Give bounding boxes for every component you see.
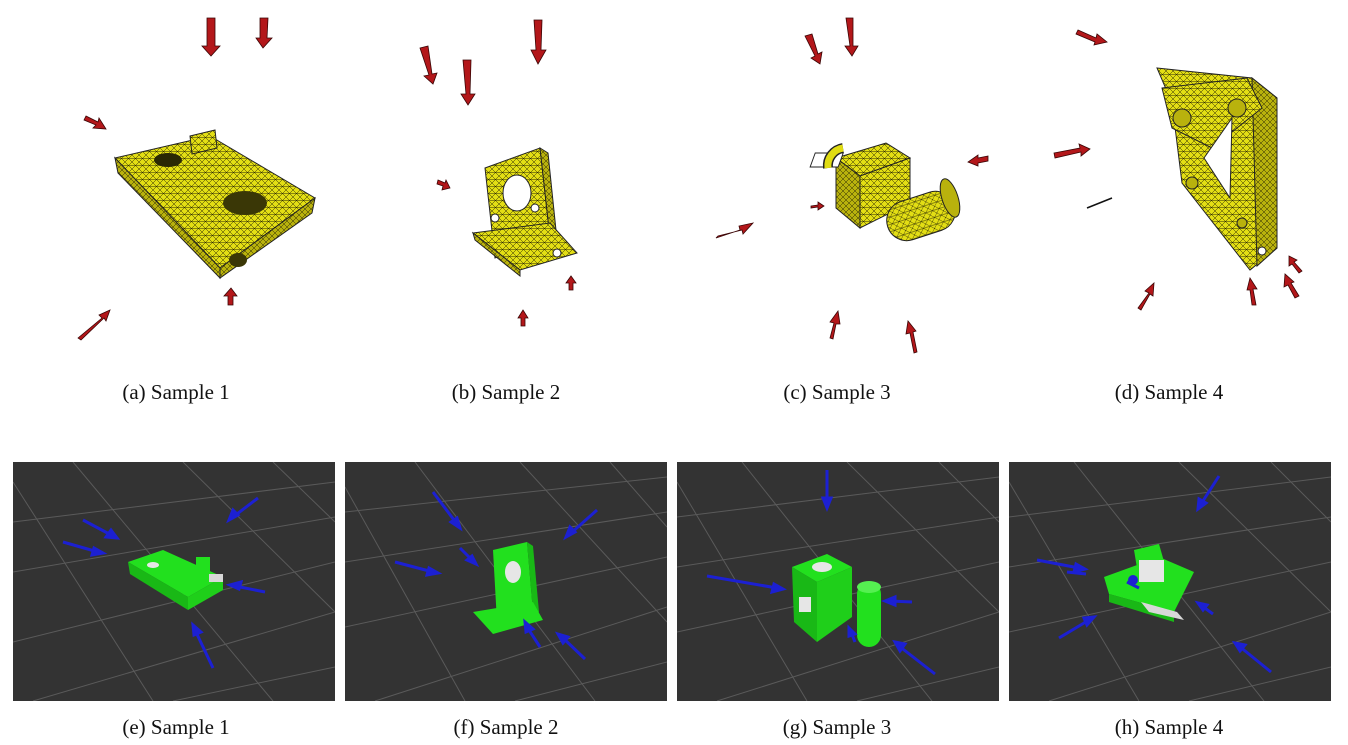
arrow bbox=[1075, 29, 1108, 46]
subfigure-label: (d) bbox=[1114, 380, 1140, 404]
part-model bbox=[792, 554, 881, 647]
arrow bbox=[77, 309, 111, 341]
panel-h-sim bbox=[1009, 462, 1331, 701]
force-arrows bbox=[715, 17, 989, 354]
mesh-part bbox=[114, 129, 316, 280]
panel-g-sim bbox=[677, 462, 999, 701]
arrow bbox=[419, 45, 438, 85]
mesh-part bbox=[471, 147, 578, 278]
mesh-part bbox=[1086, 67, 1278, 271]
panel-c-mesh bbox=[678, 8, 1000, 363]
subfigure-caption: Sample 2 bbox=[479, 715, 559, 739]
force-arrows bbox=[419, 19, 577, 327]
part-model bbox=[128, 550, 223, 610]
arrow bbox=[1246, 276, 1258, 306]
force-arrows bbox=[394, 491, 598, 661]
force-arrows bbox=[62, 496, 266, 669]
arrow bbox=[1137, 282, 1155, 311]
panel-a-mesh bbox=[20, 8, 342, 363]
arrow bbox=[530, 19, 547, 65]
panel-e-sim bbox=[13, 462, 335, 701]
arrow bbox=[1288, 255, 1303, 274]
caption-h: (h) Sample 4 bbox=[1008, 715, 1330, 740]
caption-b: (b) Sample 2 bbox=[345, 380, 667, 405]
panel-b-mesh bbox=[345, 8, 667, 363]
subfigure-caption: Sample 1 bbox=[150, 380, 230, 404]
arrow bbox=[436, 178, 451, 191]
panel-f-sim bbox=[345, 462, 667, 701]
subfigure-caption: Sample 3 bbox=[811, 380, 891, 404]
subfigure-caption: Sample 1 bbox=[150, 715, 230, 739]
arrow bbox=[565, 275, 577, 291]
subfigure-caption: Sample 2 bbox=[481, 380, 561, 404]
arrow bbox=[1053, 143, 1091, 159]
force-arrows bbox=[1036, 475, 1272, 674]
part-model bbox=[473, 542, 543, 634]
panel-d-mesh bbox=[1012, 8, 1334, 363]
arrow bbox=[201, 17, 221, 57]
subfigure-caption: Sample 4 bbox=[1144, 380, 1224, 404]
arrow bbox=[460, 59, 476, 106]
arrow bbox=[905, 320, 918, 354]
subfigure-label: (e) bbox=[122, 715, 146, 739]
subfigure-caption: Sample 4 bbox=[1144, 715, 1224, 739]
caption-d: (d) Sample 4 bbox=[1008, 380, 1330, 405]
arrow bbox=[804, 33, 823, 65]
arrow bbox=[1283, 273, 1300, 299]
arrow bbox=[967, 154, 989, 167]
arrow bbox=[223, 287, 238, 306]
mesh-part bbox=[809, 142, 961, 242]
arrow bbox=[83, 115, 107, 130]
subfigure-caption: Sample 3 bbox=[812, 715, 892, 739]
caption-g: (g) Sample 3 bbox=[676, 715, 998, 740]
arrow bbox=[810, 201, 825, 211]
caption-e: (e) Sample 1 bbox=[15, 715, 337, 740]
subfigure-label: (g) bbox=[782, 715, 808, 739]
part-model bbox=[1104, 544, 1194, 622]
subfigure-label: (b) bbox=[451, 380, 477, 404]
arrow bbox=[829, 309, 841, 340]
force-arrows bbox=[706, 470, 936, 676]
caption-f: (f) Sample 2 bbox=[345, 715, 667, 740]
subfigure-label: (f) bbox=[453, 715, 475, 739]
subfigure-label: (a) bbox=[122, 380, 146, 404]
arrow bbox=[715, 222, 755, 239]
force-arrows bbox=[77, 17, 273, 341]
subfigure-label: (h) bbox=[1114, 715, 1140, 739]
force-arrows bbox=[1053, 29, 1303, 311]
caption-c: (c) Sample 3 bbox=[676, 380, 998, 405]
arrow bbox=[844, 17, 859, 57]
arrow bbox=[517, 309, 529, 327]
arrow bbox=[255, 17, 273, 49]
caption-a: (a) Sample 1 bbox=[15, 380, 337, 405]
subfigure-label: (c) bbox=[783, 380, 807, 404]
